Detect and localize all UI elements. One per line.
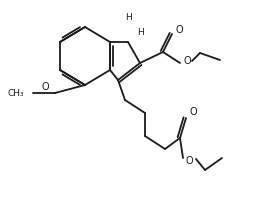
Text: O: O [41,82,49,92]
Text: O: O [189,107,197,117]
Text: CH₃: CH₃ [7,88,24,98]
Text: O: O [186,156,194,166]
Text: O: O [184,56,192,66]
Text: H: H [126,13,132,22]
Text: H: H [137,28,144,37]
Text: O: O [175,25,183,35]
